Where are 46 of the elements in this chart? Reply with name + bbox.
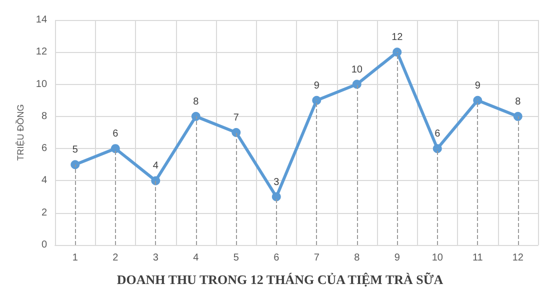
x-tick-label: 6 — [274, 252, 280, 264]
data-label: 3 — [274, 176, 280, 188]
y-axis-title: TRIỆU ĐỒNG — [14, 104, 26, 161]
x-tick-label: 9 — [394, 252, 400, 264]
y-tick-label: 8 — [41, 110, 48, 122]
point — [151, 176, 160, 186]
point — [432, 144, 442, 154]
x-tick-label: 4 — [193, 252, 200, 264]
x-tick-label: 10 — [432, 252, 444, 264]
data-label: 4 — [152, 160, 159, 172]
y-tick-label: 10 — [36, 78, 48, 90]
data-label: 12 — [392, 32, 404, 44]
x-tick-label: 12 — [512, 252, 524, 264]
x-tick-label: 1 — [72, 252, 78, 264]
text: DOANH THU TRONG 12 THÁNG CỦA TIỆM TRÀ SỮA — [116, 272, 444, 287]
point — [272, 192, 281, 202]
data-label: 6 — [434, 128, 441, 140]
point — [392, 48, 402, 57]
data-label: 8 — [193, 96, 200, 108]
x-tick-label: 7 — [314, 252, 320, 264]
y-tick-label: 12 — [36, 46, 48, 58]
x-tick-label: 11 — [472, 252, 484, 264]
point — [513, 112, 522, 121]
data-label: 8 — [515, 96, 522, 108]
x-tick-label: 2 — [112, 252, 119, 264]
data-label: 5 — [72, 144, 78, 156]
y-tick-label: 0 — [41, 240, 48, 250]
point — [352, 80, 362, 89]
data-label: 6 — [112, 128, 119, 140]
point — [70, 160, 80, 170]
data-label: 7 — [233, 112, 240, 124]
point — [110, 144, 120, 154]
data-label: 9 — [474, 80, 481, 92]
data-label: 10 — [351, 64, 363, 76]
x-tick-label: 8 — [354, 252, 360, 264]
point — [191, 112, 200, 121]
y-tick-label: 4 — [41, 175, 48, 186]
data-label: 9 — [314, 80, 320, 92]
point — [312, 96, 322, 105]
x-tick-label: 5 — [233, 252, 240, 264]
point — [473, 96, 482, 105]
y-tick-label: 14 — [36, 14, 48, 26]
x-tick-label: 3 — [152, 252, 159, 264]
y-tick-label: 6 — [41, 143, 48, 154]
y-tick-label: 2 — [41, 207, 48, 218]
point — [232, 128, 241, 137]
